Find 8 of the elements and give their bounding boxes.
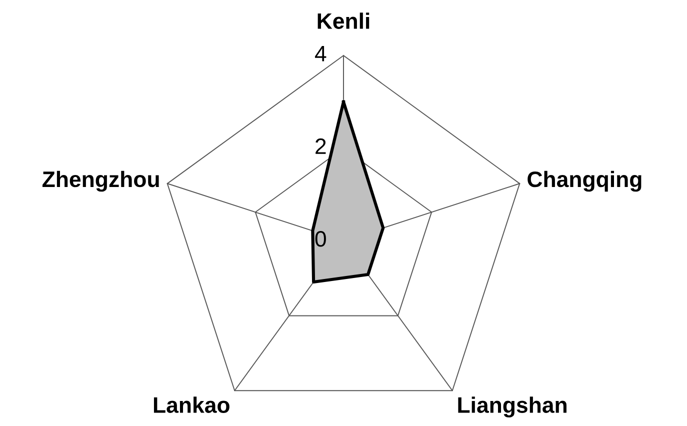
spoke-label: Lankao (154, 396, 230, 413)
y-tick-label: 4 (314, 46, 326, 62)
spoke-label: Kenli (318, 12, 370, 29)
y-tick-label: 0 (315, 231, 326, 247)
spoke-label: Changqing (528, 170, 642, 192)
spoke-label: Zhengzhou (42, 170, 159, 192)
y-tick-label: 2 (316, 138, 326, 154)
spoke-label: Liangshan (458, 396, 566, 418)
